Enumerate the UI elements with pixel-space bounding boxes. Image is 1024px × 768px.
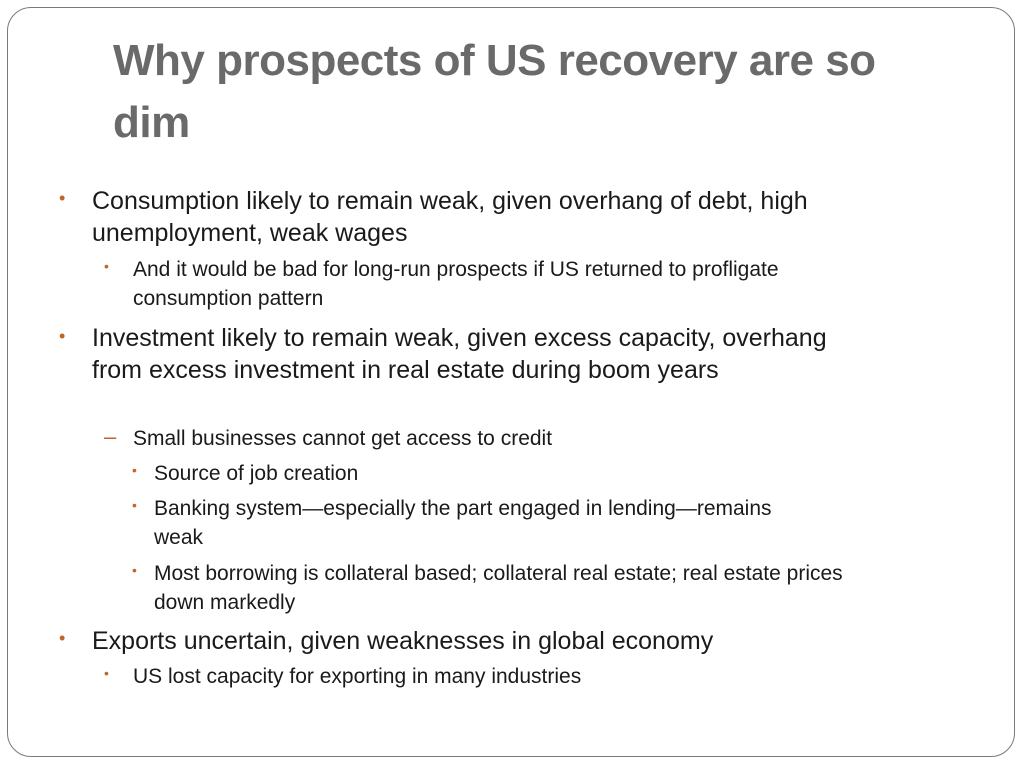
sub-sub-bullet: Source of job creation: [154, 462, 359, 485]
keyword-consumption: Consumption: [92, 187, 240, 215]
bullet-icon: •: [132, 562, 137, 578]
slide-frame: [7, 7, 1015, 757]
bullet-exports: Exports uncertain, given weaknesses in g…: [92, 625, 882, 657]
bullet-consumption: Consumption likely to remain weak, given…: [92, 185, 882, 249]
bullet-text: likely to remain weak, given excess capa…: [92, 324, 827, 384]
bullet-icon: •: [104, 258, 109, 274]
keyword-exports: Exports: [92, 627, 177, 655]
sub-sub-bullet: Most borrowing is collateral based; coll…: [154, 562, 843, 614]
bullet-icon: •: [59, 628, 66, 648]
bullet-icon: •: [104, 665, 109, 681]
slide-title: Why prospects of US recovery are so dim: [113, 36, 876, 147]
bullet-text: uncertain, given weaknesses in global ec…: [176, 627, 714, 655]
bullet-investment: Investment likely to remain weak, given …: [92, 322, 882, 386]
sub-bullet-dash: Small businesses cannot get access to cr…: [133, 427, 553, 450]
sub-sub-bullet: Banking system—especially the part engag…: [154, 497, 772, 549]
bullet-icon: •: [132, 462, 137, 478]
dash-icon: –: [104, 424, 117, 449]
sub-bullet: US lost capacity for exporting in many i…: [133, 665, 582, 688]
keyword-investment: Investment: [92, 324, 215, 352]
bullet-text: likely to remain weak, given overhang of…: [92, 187, 808, 247]
bullet-icon: •: [59, 188, 66, 208]
bullet-icon: •: [59, 326, 66, 346]
bullet-icon: •: [132, 497, 137, 513]
sub-bullet: And it would be bad for long-run prospec…: [133, 258, 779, 310]
